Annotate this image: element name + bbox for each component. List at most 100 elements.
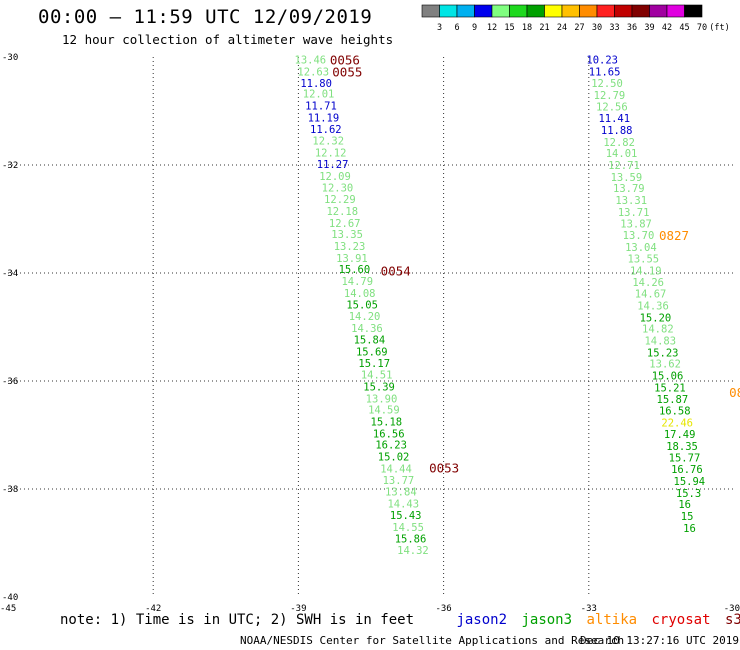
time-label: 0053 [429, 460, 459, 475]
x-tick-label: -33 [581, 604, 597, 614]
x-tick-label: -42 [145, 604, 161, 614]
legend-item-altika: altika [586, 612, 638, 628]
y-tick-label: -38 [2, 485, 18, 495]
data-point: 13.23 [334, 241, 366, 253]
data-point: 15.86 [395, 534, 427, 546]
scale-label: 33 [609, 23, 619, 33]
data-point: 11.19 [308, 112, 340, 124]
data-point: 13.87 [620, 218, 652, 230]
data-point: 15.20 [640, 312, 672, 324]
data-point: 15.60 [339, 264, 371, 276]
legend-item-jason3: jason3 [521, 612, 573, 628]
scale-label: 18 [522, 23, 532, 33]
y-tick-label: -34 [2, 269, 18, 279]
data-point: 11.88 [601, 125, 633, 137]
data-point: 13.59 [611, 172, 643, 184]
data-point: 15.39 [363, 381, 395, 393]
scale-swatch [684, 4, 703, 18]
data-point: 14.20 [349, 311, 381, 323]
footer-timestamp: Dec 10 13:27:16 UTC 2019 [580, 634, 739, 647]
data-point: 14.51 [361, 370, 393, 382]
data-point: 12.12 [315, 148, 347, 160]
data-point: 14.32 [397, 545, 429, 557]
data-point: 12.82 [603, 137, 635, 149]
scale-label: 70 [697, 23, 707, 33]
data-point: 14.44 [380, 463, 412, 475]
data-point: 13.77 [383, 475, 415, 487]
data-point: 11.27 [317, 159, 349, 171]
data-point: 15.3 [676, 488, 701, 500]
data-point: 12.32 [312, 136, 344, 148]
data-point: 12.71 [608, 160, 640, 172]
data-point: 14.67 [635, 289, 667, 301]
scale-label: 39 [644, 23, 654, 33]
x-tick-label: -39 [290, 604, 306, 614]
data-point: 15.18 [371, 417, 403, 429]
scale-label: 6 [454, 23, 459, 33]
chart-title: 00:00 – 11:59 UTC 12/09/2019 [38, 6, 373, 28]
data-point: 14.55 [392, 522, 424, 534]
data-point: 15.43 [390, 510, 422, 522]
data-point: 11.71 [305, 101, 337, 113]
x-tick-label: -36 [435, 604, 451, 614]
data-point: 16 [683, 523, 696, 535]
data-point: 13.91 [336, 253, 368, 265]
data-point: 13.46 [295, 55, 327, 67]
data-point: 15.23 [647, 347, 679, 359]
data-point: 15.69 [356, 346, 388, 358]
data-point: 12.79 [594, 90, 626, 102]
chart-subtitle: 12 hour collection of altimeter wave hei… [62, 32, 394, 47]
data-point: 11.41 [598, 113, 630, 125]
scale-label: 15 [504, 23, 514, 33]
data-point: 22.46 [661, 418, 693, 430]
data-point: 16.76 [671, 464, 703, 476]
data-point: 16 [678, 499, 691, 511]
time-label: 0055 [332, 65, 362, 80]
data-point: 15.05 [346, 299, 378, 311]
data-point: 11.80 [300, 78, 332, 90]
data-point: 15.94 [674, 476, 706, 488]
data-point: 15.84 [354, 334, 386, 346]
data-point: 12.30 [322, 183, 354, 195]
legend-item-s3a: s3a [724, 612, 740, 628]
data-point: 12.67 [329, 218, 361, 230]
scale-label: 9 [472, 23, 477, 33]
data-point: 15.77 [669, 453, 701, 465]
data-point: 12.50 [591, 78, 623, 90]
scale-label: 24 [557, 23, 567, 33]
y-tick-label: -40 [2, 593, 18, 603]
data-point: 17.49 [664, 429, 696, 441]
data-point: 14.82 [642, 324, 674, 336]
data-point: 14.36 [351, 323, 383, 335]
legend-item-jason2: jason2 [456, 612, 508, 628]
data-point: 12.18 [326, 206, 358, 218]
data-point: 15.02 [378, 452, 410, 464]
time-label: 0056 [330, 53, 360, 68]
y-tick-label: -32 [2, 161, 18, 171]
scale-label: 42 [662, 23, 672, 33]
legend-item-cryosat: cryosat [651, 612, 711, 628]
scale-label: 12 [487, 23, 497, 33]
data-point: 13.55 [628, 253, 660, 265]
data-point: 12.56 [596, 102, 628, 114]
data-point: 13.31 [615, 195, 647, 207]
data-point: 15.17 [358, 358, 390, 370]
data-point: 13.90 [366, 393, 398, 405]
data-point: 15.87 [657, 394, 689, 406]
data-point: 12.29 [324, 194, 356, 206]
time-label: 08 [729, 385, 740, 400]
y-tick-label: -36 [2, 377, 18, 387]
y-tick-label: -30 [2, 53, 18, 63]
data-point: 12.09 [319, 171, 351, 183]
data-point: 14.36 [637, 300, 669, 312]
data-point: 14.01 [606, 148, 638, 160]
data-point: 13.84 [385, 487, 417, 499]
scale-label: (ft) [709, 23, 729, 33]
data-point: 16.56 [373, 428, 405, 440]
data-point: 14.43 [387, 499, 419, 511]
data-point: 15 [681, 511, 694, 523]
data-point: 15.06 [652, 371, 684, 383]
scale-label: 36 [627, 23, 637, 33]
scale-label: 45 [679, 23, 689, 33]
data-point: 13.62 [649, 359, 681, 371]
